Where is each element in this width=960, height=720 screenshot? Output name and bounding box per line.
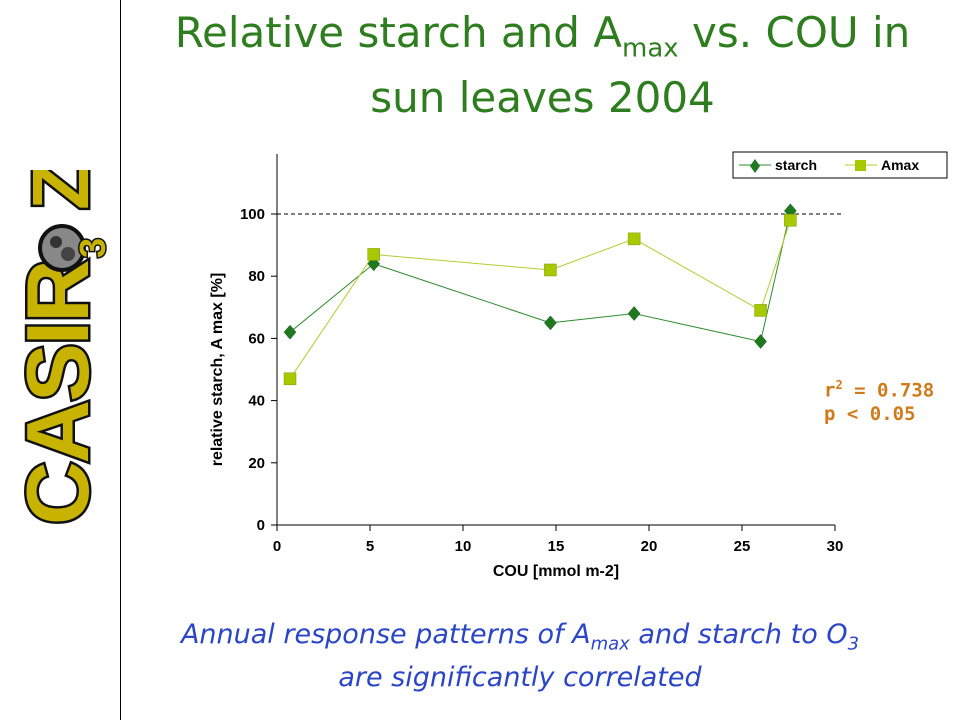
y-tick-label: 100	[240, 206, 265, 223]
data-point-Amax	[367, 248, 380, 261]
data-point-starch	[754, 334, 767, 349]
legend-marker-Amax	[855, 160, 866, 171]
p-value: p < 0.05	[824, 403, 916, 426]
x-tick-label: 0	[273, 538, 281, 555]
svg-text:3: 3	[72, 238, 113, 258]
data-point-starch	[544, 315, 557, 331]
caption-line-1: Annual response patterns of Amax and sta…	[180, 619, 860, 655]
data-point-Amax	[283, 372, 297, 386]
y-tick-label: 0	[257, 517, 265, 534]
x-tick-label: 20	[641, 538, 658, 555]
legend-marker-starch	[750, 159, 760, 173]
x-tick-label: 15	[548, 538, 565, 555]
data-point-starch	[283, 324, 297, 340]
tree-globe-icon	[38, 224, 86, 272]
y-tick-label: 40	[248, 393, 265, 410]
title-line-2: sun leaves 2004	[370, 73, 715, 123]
data-point-Amax	[627, 232, 641, 246]
vertical-divider	[120, 0, 121, 720]
slide-title: Relative starch and Amax vs. COU in sun …	[125, 8, 960, 123]
data-point-Amax	[544, 263, 557, 277]
svg-text:Z: Z	[16, 170, 105, 210]
line-chart: 0 20 40 60 80 100 0 5 10 15 20 25 30 COU [mmol m-2] re…	[209, 151, 948, 580]
r-squared: r2 = 0.738	[824, 378, 935, 402]
caption-line-2: are significantly correlated	[338, 662, 702, 694]
y-tick-label: 60	[248, 330, 265, 347]
svg-text:CASIR: CASIR	[10, 261, 107, 525]
x-tick-label: 25	[734, 538, 751, 555]
correlation-stats: r2 = 0.738 p < 0.05	[824, 373, 934, 426]
x-axis-label: COU [mmol m-2]	[493, 563, 619, 580]
legend-label-starch: starch	[775, 157, 817, 173]
series-line-starch	[289, 210, 791, 343]
title-line-1: Relative starch and Amax vs. COU in	[174, 8, 911, 64]
data-point-Amax	[784, 213, 797, 227]
x-tick-label: 30	[827, 538, 844, 555]
caption: Annual response patterns of Amax and sta…	[125, 618, 915, 695]
data-point-starch	[627, 306, 641, 321]
series-line-Amax	[289, 220, 791, 380]
casiroz-logo: CASIR Z 3	[6, 159, 115, 540]
x-tick-label: 10	[455, 538, 472, 555]
y-tick-label: 80	[248, 268, 265, 285]
y-tick-label: 20	[248, 455, 265, 472]
data-point-Amax	[754, 304, 767, 317]
legend-label-Amax: Amax	[881, 157, 919, 173]
x-tick-label: 5	[366, 538, 374, 555]
y-axis-label: relative starch, A max [%]	[209, 273, 226, 467]
